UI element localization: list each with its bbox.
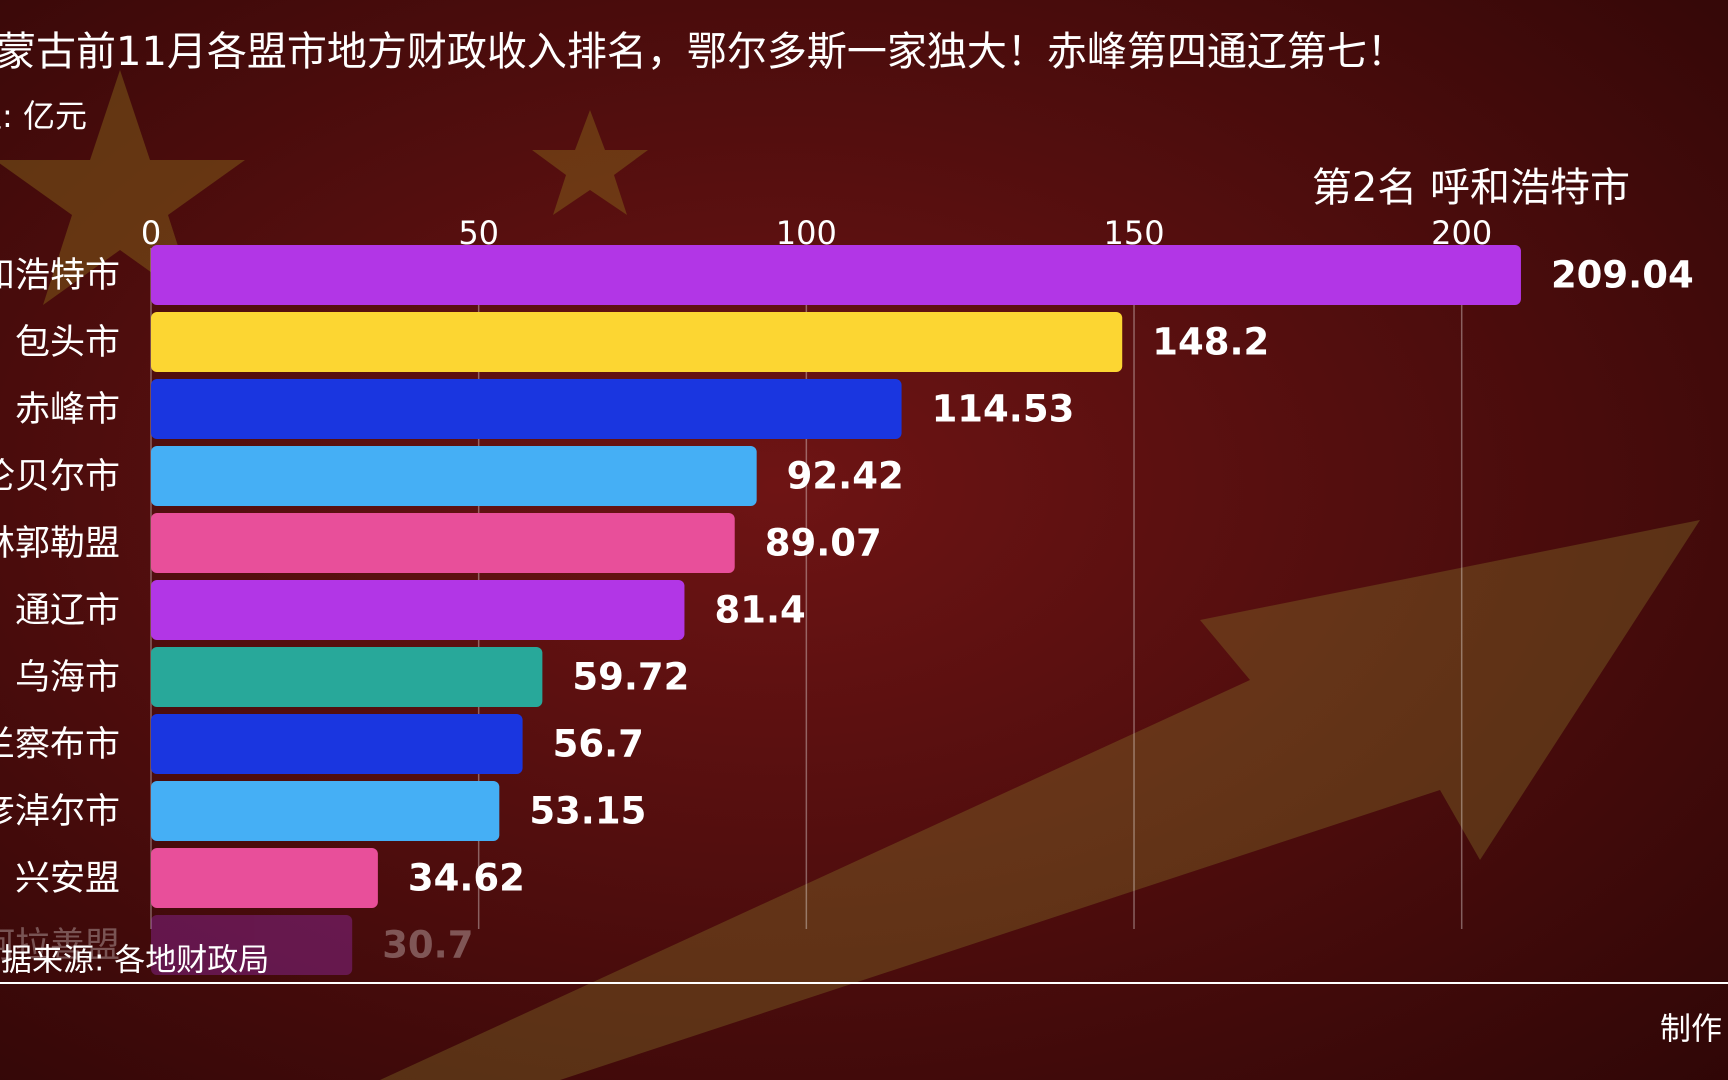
- category-label: 呼和浩特市: [0, 256, 120, 296]
- bar: [151, 379, 902, 439]
- bar: [151, 513, 735, 573]
- bar: [151, 781, 500, 841]
- bar-row: 包头市 148.2: [15, 312, 1269, 372]
- title: 内蒙古前11月各盟市地方财政收入排名，鄂尔多斯一家独大！赤峰第四通辽第七！: [0, 29, 1407, 75]
- value-label: 209.04: [1551, 254, 1694, 297]
- category-label: 赤峰市: [15, 390, 120, 430]
- bar: [151, 580, 685, 640]
- bar-row: 通辽市 81.4: [15, 580, 806, 640]
- source: 数据来源: 各地财政局: [0, 943, 269, 979]
- category-label: 巴彦淖尔市: [0, 792, 120, 832]
- bar: [151, 446, 757, 506]
- category-label: 乌兰察布市: [0, 725, 120, 765]
- value-label: 114.53: [932, 388, 1075, 431]
- bar: [151, 245, 1521, 305]
- credit: 制作: [1660, 1012, 1722, 1048]
- value-label: 34.62: [408, 857, 525, 900]
- category-label: 包头市: [15, 323, 120, 363]
- bar-row: 赤峰市 114.53: [15, 379, 1074, 439]
- bar-row: 兴安盟 34.62: [15, 848, 525, 908]
- star-decoration: [0, 70, 245, 305]
- bar: [151, 647, 543, 707]
- category-label: 锡林郭勒盟: [0, 524, 120, 564]
- bar-row: 呼和浩特市 209.04: [0, 245, 1694, 305]
- rank-label: 第2名 呼和浩特市: [1312, 165, 1630, 211]
- value-label: 81.4: [714, 589, 805, 632]
- bar: [151, 848, 378, 908]
- value-label: 53.15: [529, 790, 646, 833]
- value-label: 56.7: [553, 723, 644, 766]
- value-label: 89.07: [765, 522, 882, 565]
- bar-row: 巴彦淖尔市 53.15: [0, 781, 646, 841]
- value-label: 30.7: [382, 924, 473, 967]
- category-label: 乌海市: [15, 658, 120, 698]
- bar: [151, 312, 1123, 372]
- category-label: 呼伦贝尔市: [0, 457, 120, 497]
- bar-row: 阿拉善盟 30.7: [0, 915, 473, 975]
- bar-row: 锡林郭勒盟 89.07: [0, 513, 882, 573]
- bar-row: 呼伦贝尔市 92.42: [0, 446, 904, 506]
- category-label: 通辽市: [15, 591, 120, 631]
- value-label: 59.72: [572, 656, 689, 699]
- bar: [151, 714, 523, 774]
- subtitle: 单位: 亿元: [0, 97, 87, 135]
- category-label: 兴安盟: [15, 859, 120, 899]
- arrow-decoration: [380, 520, 1700, 1080]
- value-label: 92.42: [787, 455, 904, 498]
- star-decoration: [532, 110, 648, 215]
- bar-row: 乌海市 59.72: [15, 647, 689, 707]
- value-label: 148.2: [1152, 321, 1269, 364]
- x-tick-label: 0: [141, 214, 161, 252]
- bar: [151, 915, 353, 975]
- bar-row: 乌兰察布市 56.7: [0, 714, 644, 774]
- category-label: 阿拉善盟: [0, 926, 120, 966]
